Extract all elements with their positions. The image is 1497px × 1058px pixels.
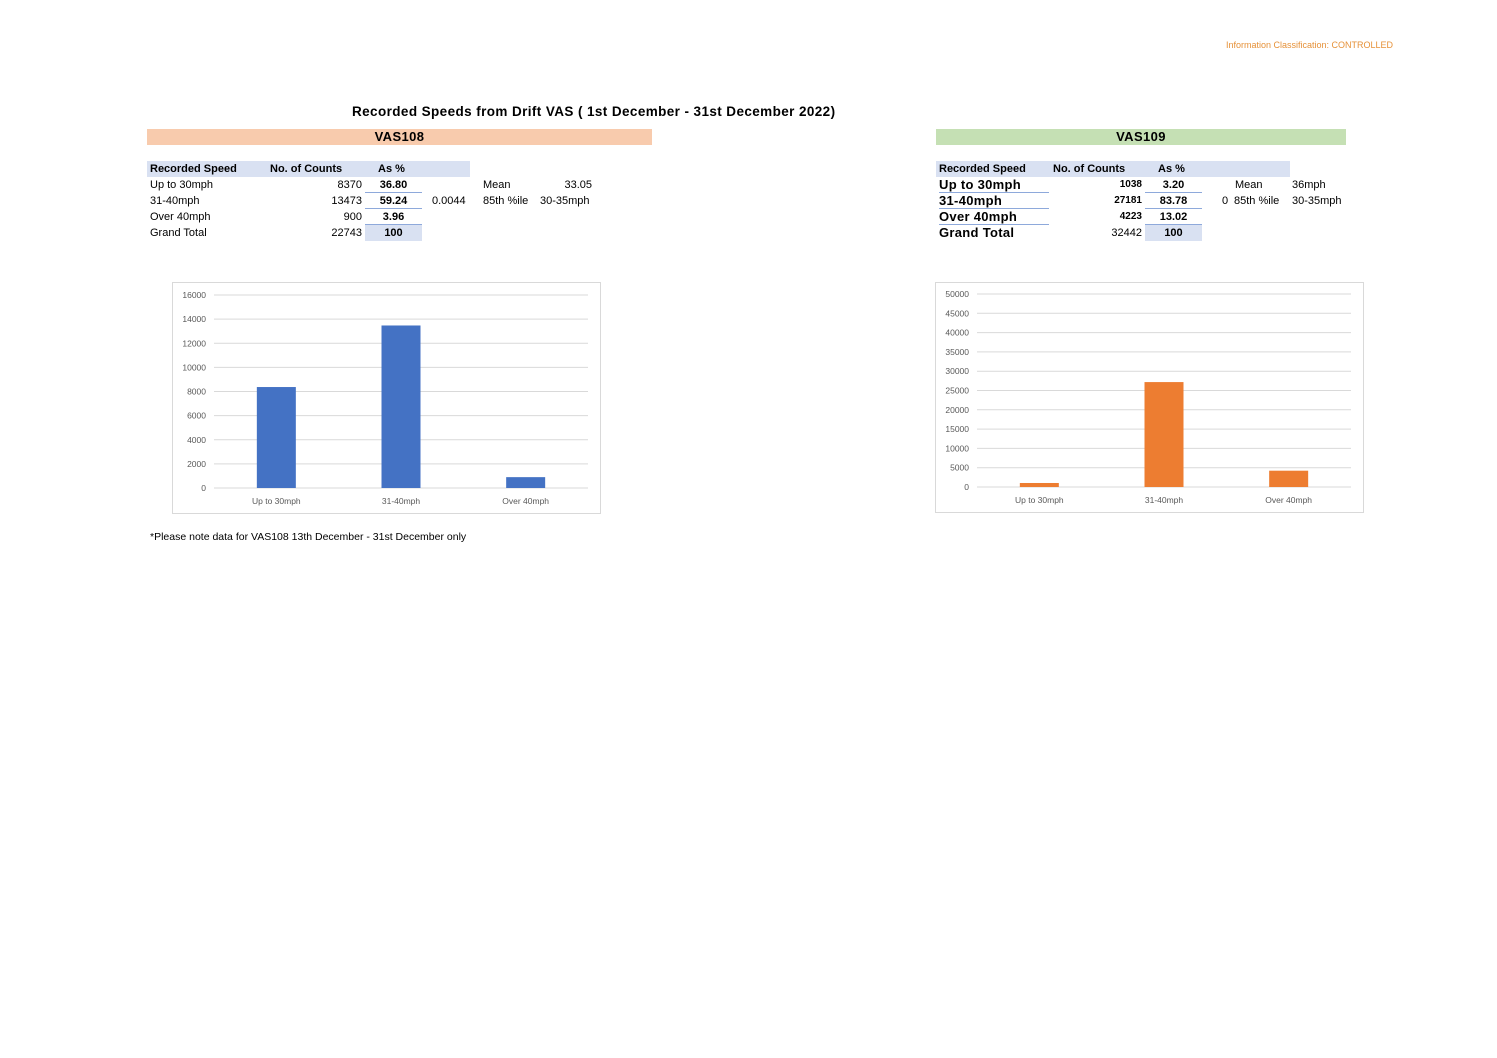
vas108-row-pct: 59.24	[365, 193, 422, 209]
vas108-total-label: Grand Total	[150, 227, 207, 239]
vas109-total-label: Grand Total	[939, 225, 1015, 240]
y-tick-label: 2000	[187, 459, 206, 469]
y-tick-label: 50000	[945, 289, 969, 299]
vas109-extra-value: 0	[1222, 195, 1229, 207]
x-tick-label: Over 40mph	[1265, 495, 1312, 505]
vas109-total-count: 32442	[1111, 227, 1142, 239]
vas109-mean-value: 36mph	[1292, 179, 1326, 191]
vas108-table-header	[147, 161, 470, 177]
vas109-band: VAS109	[936, 129, 1346, 145]
vas109-row-label: 31-40mph	[939, 193, 1049, 209]
y-tick-label: 15000	[945, 424, 969, 434]
vas108-row-pct: 3.96	[365, 209, 422, 225]
vas109-col-pct: As %	[1158, 163, 1185, 175]
y-tick-label: 0	[201, 483, 206, 493]
x-tick-label: Up to 30mph	[1015, 495, 1064, 505]
y-tick-label: 6000	[187, 411, 206, 421]
bar	[506, 477, 546, 488]
vas108-row-pct: 36.80	[365, 177, 422, 193]
vas109-row-pct: 83.78	[1145, 193, 1202, 209]
vas109-total-pct: 100	[1145, 225, 1202, 241]
vas108-mean-value: 33.05	[564, 179, 592, 191]
vas108-row-count: 900	[343, 211, 362, 223]
vas109-row-count: 4223	[1119, 211, 1142, 222]
vas108-extra-value: 0.0044	[432, 195, 466, 207]
x-tick-label: Up to 30mph	[252, 496, 301, 506]
vas108-row-label: Up to 30mph	[150, 179, 213, 191]
vas109-row-label: Up to 30mph	[939, 177, 1049, 193]
classification-label: Information Classification: CONTROLLED	[1226, 40, 1394, 50]
vas108-col-speed: Recorded Speed	[150, 163, 237, 175]
bar	[1019, 482, 1059, 487]
vas109-p85-value: 30-35mph	[1292, 195, 1342, 207]
y-tick-label: 16000	[182, 290, 206, 300]
bar	[1269, 470, 1309, 487]
y-tick-label: 10000	[182, 362, 206, 372]
vas108-col-counts: No. of Counts	[270, 163, 343, 175]
vas109-mean-label: Mean	[1235, 179, 1263, 191]
x-tick-label: 31-40mph	[1145, 495, 1184, 505]
y-tick-label: 14000	[182, 314, 206, 324]
vas108-p85-value: 30-35mph	[540, 195, 590, 207]
y-tick-label: 0	[964, 482, 969, 492]
y-tick-label: 45000	[945, 308, 969, 318]
y-tick-label: 25000	[945, 386, 969, 396]
vas108-row-label: 31-40mph	[150, 195, 200, 207]
y-tick-label: 4000	[187, 435, 206, 445]
vas109-p85-label: 85th %ile	[1234, 195, 1280, 207]
vas108-p85-label: 85th %ile	[483, 195, 529, 207]
x-tick-label: Over 40mph	[502, 496, 549, 506]
x-tick-label: 31-40mph	[382, 496, 421, 506]
vas108-band: VAS108	[147, 129, 652, 145]
footnote: *Please note data for VAS108 13th Decemb…	[150, 531, 467, 543]
vas108-total-pct: 100	[365, 225, 422, 241]
vas109-row-label: Over 40mph	[939, 209, 1049, 225]
vas108-row-count: 8370	[337, 179, 362, 191]
bar	[381, 325, 421, 488]
y-tick-label: 30000	[945, 366, 969, 376]
y-tick-label: 40000	[945, 328, 969, 338]
vas109-chart-svg: 0 5000 10000 15000 20000 25000 30000 35000 40000…	[945, 289, 1351, 505]
vas109-col-counts: No. of Counts	[1053, 163, 1126, 175]
vas108-chart-svg: 0 2000 4000 6000 8000 10000 12000 14000 16000 Up …	[182, 290, 588, 506]
vas109-row-count: 1038	[1119, 179, 1142, 190]
vas108-row-count: 13473	[331, 195, 362, 207]
page-title: Recorded Speeds from Drift VAS ( 1st Dec…	[352, 104, 836, 119]
vas108-table: Recorded Speed No. of Counts As % Up to …	[147, 161, 607, 241]
vas109-col-speed: Recorded Speed	[939, 163, 1026, 175]
y-tick-label: 20000	[945, 405, 969, 415]
vas108-mean-label: Mean	[483, 179, 511, 191]
bar	[256, 387, 296, 488]
y-tick-label: 10000	[945, 443, 969, 453]
vas109-row-count: 27181	[1114, 195, 1142, 206]
y-tick-label: 8000	[187, 387, 206, 397]
vas109-chart: 0 5000 10000 15000 20000 25000 30000 35000 40000…	[935, 282, 1364, 513]
y-tick-label: 5000	[950, 463, 969, 473]
y-tick-label: 12000	[182, 338, 206, 348]
vas108-row-label: Over 40mph	[150, 211, 211, 223]
vas109-table-header	[936, 161, 1290, 177]
y-tick-label: 35000	[945, 347, 969, 357]
vas109-table: Recorded Speed No. of Counts As % Up to …	[936, 161, 1356, 241]
vas108-chart: 0 2000 4000 6000 8000 10000 12000 14000 16000 Up …	[172, 282, 601, 514]
vas109-row-pct: 13.02	[1145, 209, 1202, 225]
vas108-total-count: 22743	[331, 227, 362, 239]
bar	[1144, 382, 1184, 487]
vas109-row-pct: 3.20	[1145, 177, 1202, 193]
vas108-col-pct: As %	[378, 163, 405, 175]
